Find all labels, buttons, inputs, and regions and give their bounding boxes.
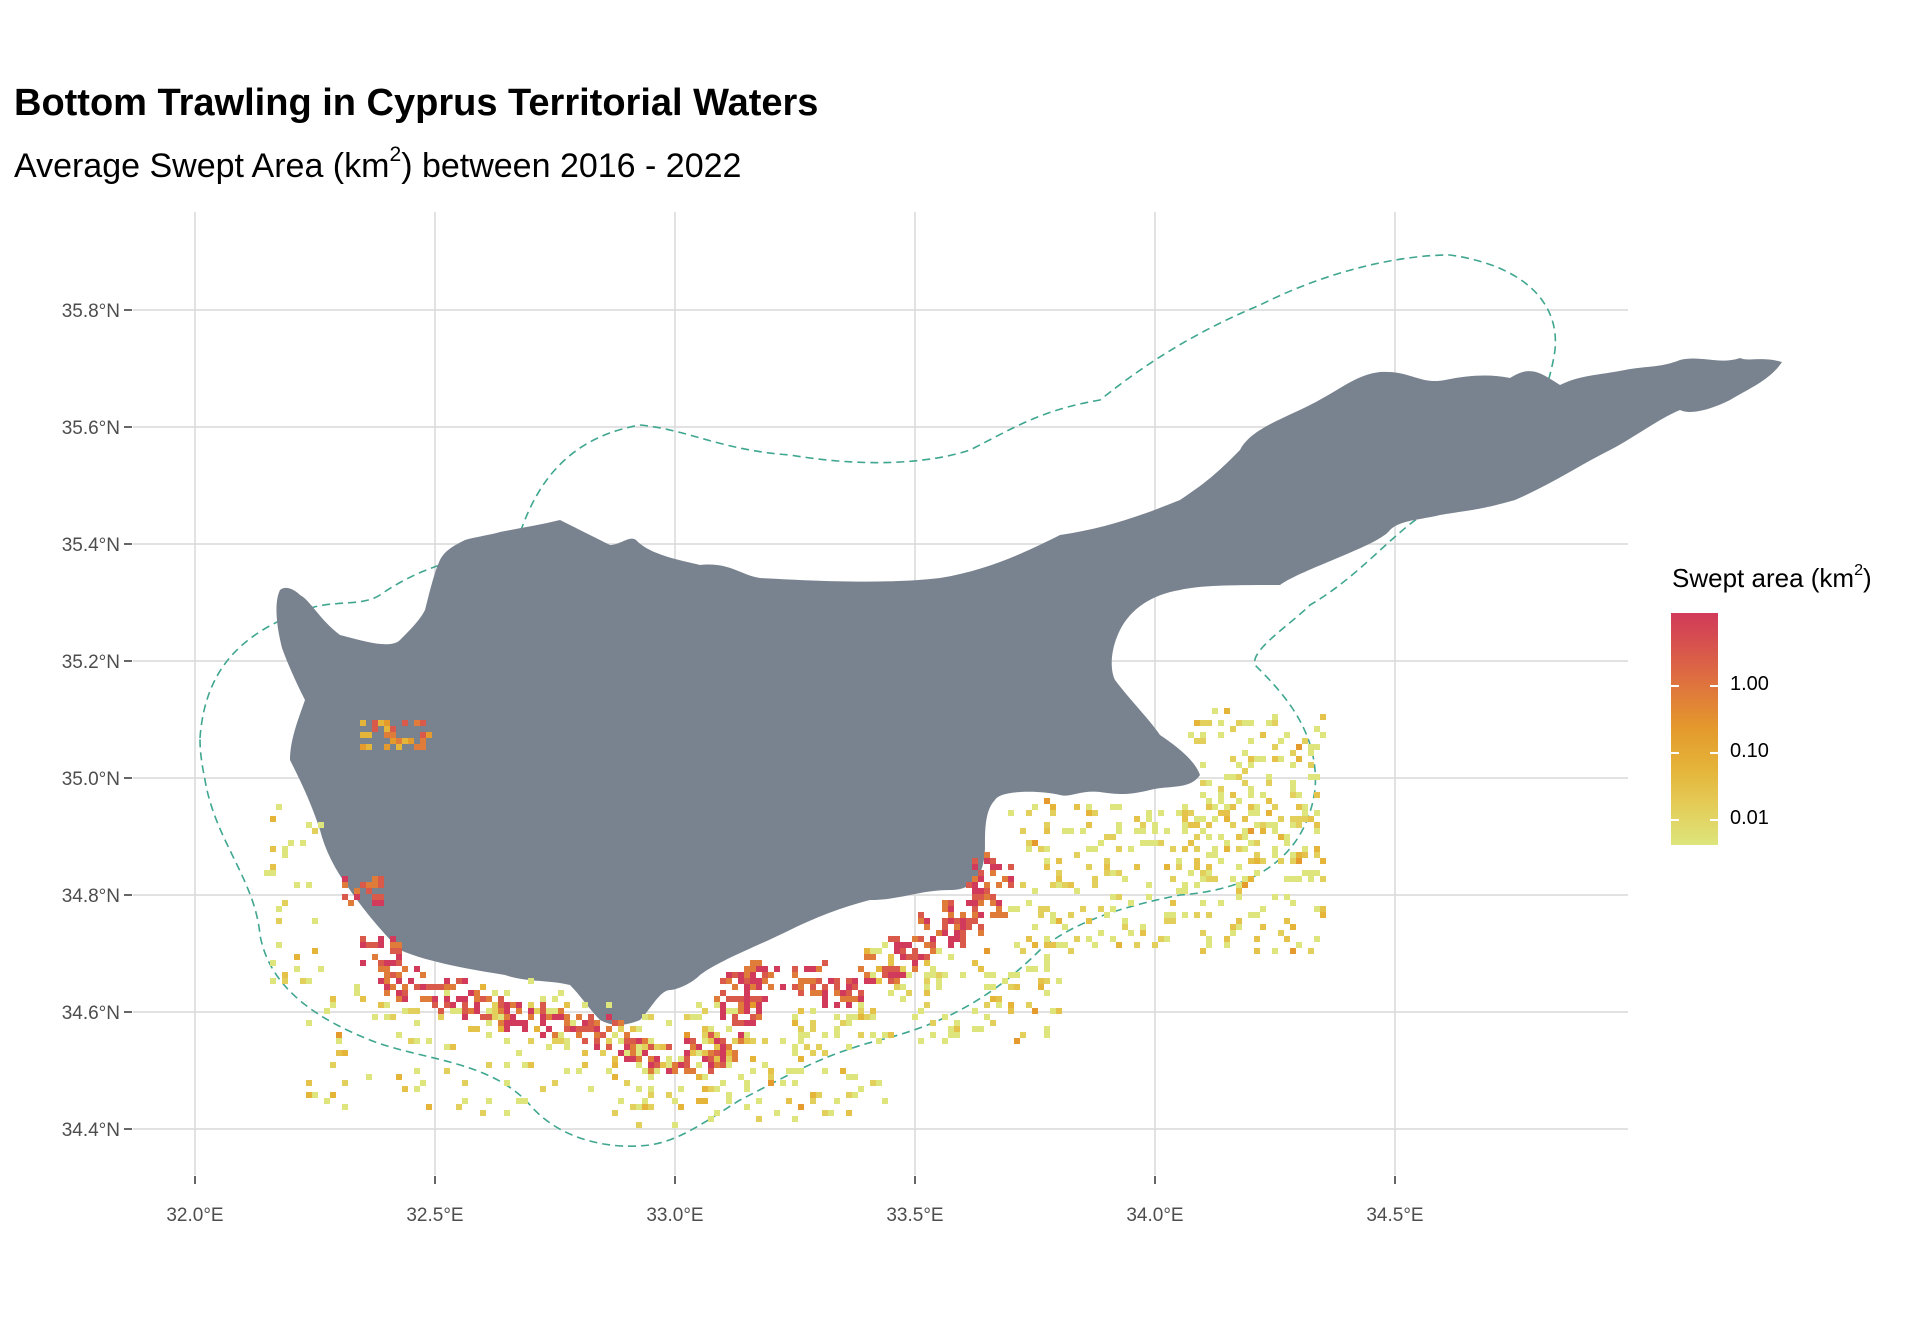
map-title: Bottom Trawling in Cyprus Territorial Wa… [14,82,819,124]
lon-tick-label: 33.5°E [886,1205,943,1226]
lon-tick-label: 32.0°E [166,1205,223,1226]
lat-tick-label: 35.4°N [62,535,120,556]
lon-tick-label: 32.5°E [406,1205,463,1226]
map-subtitle: Average Swept Area (km2) between 2016 - … [14,143,742,185]
lat-tick-label: 35.2°N [62,652,120,673]
legend-label: 0.10 [1730,740,1769,762]
legend-label: 1.00 [1730,673,1769,695]
lat-tick-label: 35.0°N [62,769,120,790]
lat-tick-label: 34.6°N [62,1003,120,1024]
lat-tick-label: 35.6°N [62,418,120,439]
lat-tick-label: 34.8°N [62,886,120,907]
territorial-waters-boundary [199,254,1557,1148]
legend-tick [1671,685,1718,687]
lat-tick-label: 35.8°N [62,301,120,322]
cyprus-landmass [276,358,1782,1025]
axis-labels: 32.0°E 32.5°E 33.0°E 33.5°E 34.0°E 34.5°E 35.8… [62,301,1424,1226]
legend-label: 0.01 [1730,807,1769,829]
swept-area-cells [264,708,1326,1128]
lon-tick-label: 34.5°E [1366,1205,1423,1226]
lat-tick-label: 34.4°N [62,1120,120,1141]
lon-tick-label: 34.0°E [1126,1205,1183,1226]
legend-tick [1671,752,1718,754]
legend-colorbar [1671,613,1718,845]
legend-title: Swept area (km2) [1672,560,1872,593]
lon-tick-label: 33.0°E [646,1205,703,1226]
legend-tick [1671,819,1718,821]
